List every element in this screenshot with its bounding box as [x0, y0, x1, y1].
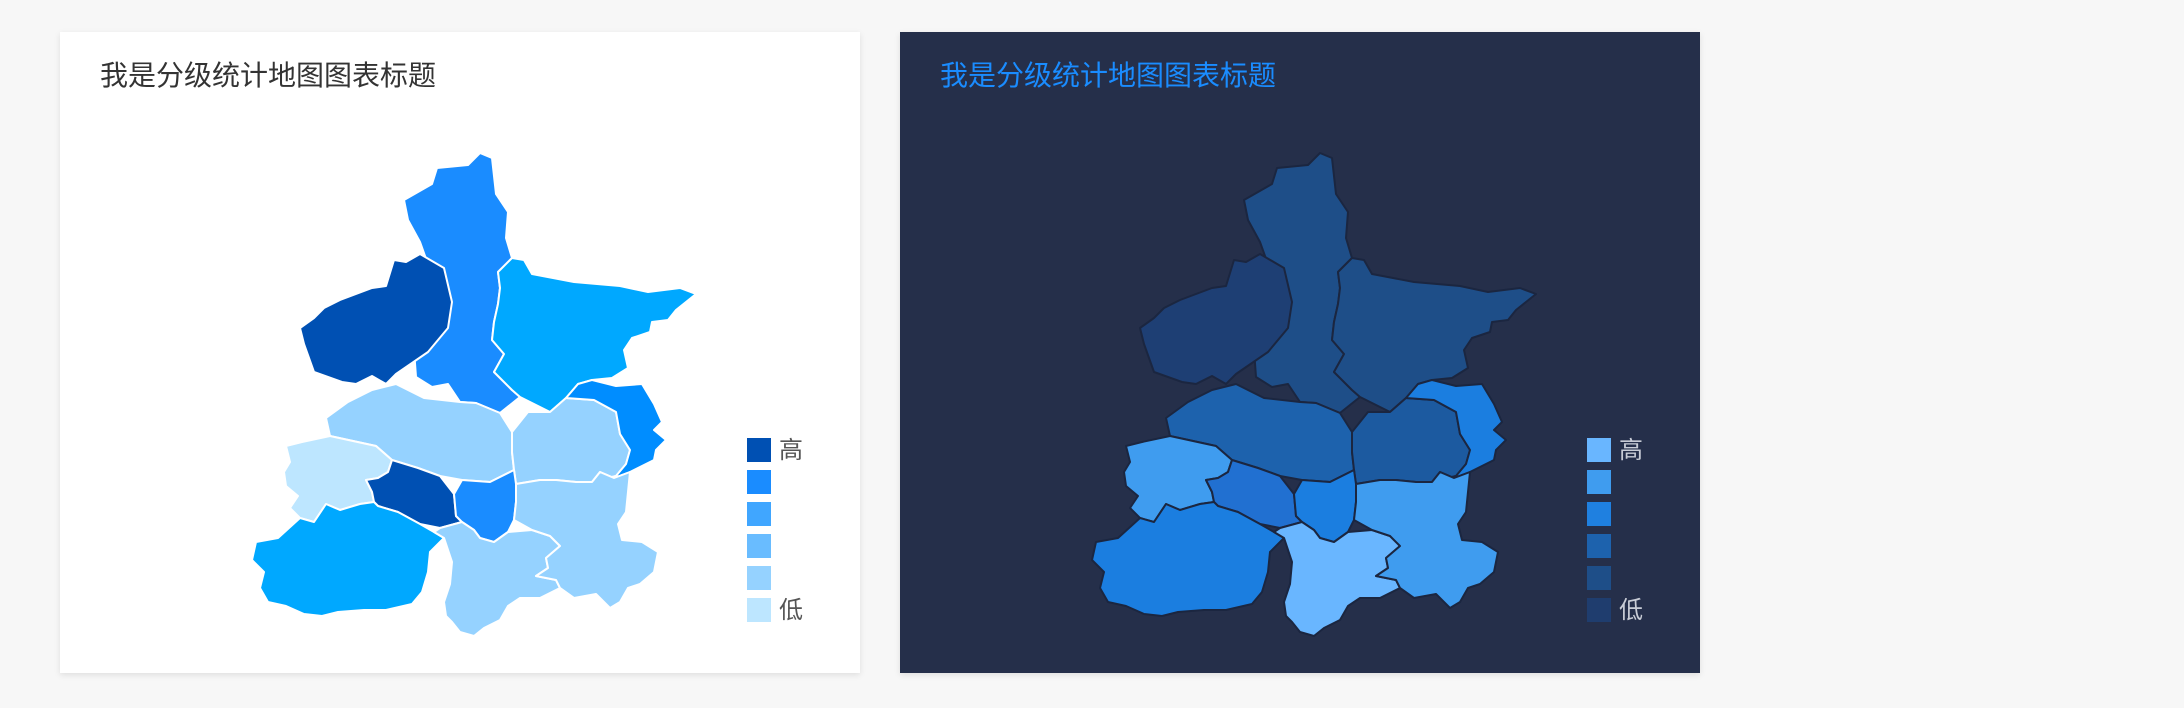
map-region-10[interactable] [251, 501, 445, 617]
map-region-11[interactable] [1273, 521, 1401, 637]
map-card-light: 我是分级统计地图图表标题 高 低 [60, 32, 860, 673]
legend-swatch-3 [1587, 502, 1611, 526]
map-card-dark: 我是分级统计地图图表标题 高 低 [900, 32, 1700, 673]
legend-swatch-1 [1587, 438, 1611, 462]
map-legend: 高 低 [747, 438, 827, 638]
map-region-2[interactable] [299, 253, 453, 385]
legend-low-label: 低 [1619, 596, 1643, 624]
map-legend: 高 低 [1587, 438, 1667, 638]
legend-low-label: 低 [779, 596, 803, 624]
map-region-12[interactable] [513, 471, 659, 609]
map-region-3[interactable] [491, 257, 697, 413]
map-region-2[interactable] [1139, 253, 1293, 385]
legend-swatch-5 [747, 566, 771, 590]
choropleth-map [251, 152, 697, 637]
legend-swatch-5 [1587, 566, 1611, 590]
choropleth-map [1091, 152, 1537, 637]
map-region-11[interactable] [433, 521, 561, 637]
legend-swatch-6 [747, 598, 771, 622]
legend-high-label: 高 [779, 436, 803, 464]
legend-swatch-2 [1587, 470, 1611, 494]
map-region-3[interactable] [1331, 257, 1537, 413]
legend-swatch-2 [747, 470, 771, 494]
legend-swatch-1 [747, 438, 771, 462]
map-region-12[interactable] [1353, 471, 1499, 609]
legend-swatch-4 [1587, 534, 1611, 558]
legend-swatch-6 [1587, 598, 1611, 622]
legend-swatch-3 [747, 502, 771, 526]
chart-title: 我是分级统计地图图表标题 [100, 59, 437, 92]
legend-high-label: 高 [1619, 436, 1643, 464]
legend-swatch-4 [747, 534, 771, 558]
chart-title: 我是分级统计地图图表标题 [940, 59, 1277, 92]
map-region-10[interactable] [1091, 501, 1285, 617]
